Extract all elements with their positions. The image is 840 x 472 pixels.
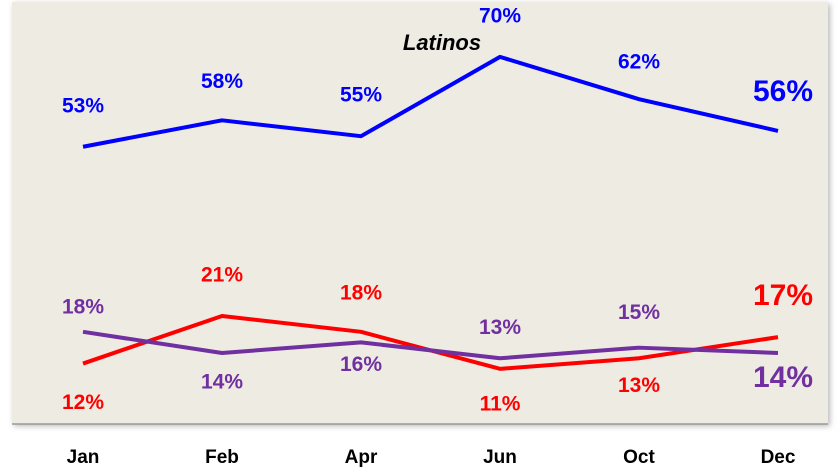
data-label: 18% — [62, 295, 104, 318]
x-tick-label: Apr — [345, 447, 378, 468]
data-label: 21% — [201, 264, 243, 287]
data-label: 18% — [340, 281, 382, 304]
data-label: 12% — [62, 391, 104, 414]
series-line — [82, 329, 779, 361]
series-annotation: Latinos — [403, 30, 481, 55]
plot-background — [12, 2, 828, 424]
x-tick-label: Feb — [205, 447, 239, 468]
x-tick-label: Jan — [67, 447, 100, 468]
data-label: 16% — [340, 353, 382, 376]
data-label: 55% — [340, 84, 382, 107]
data-label: 14% — [753, 361, 813, 394]
data-label: 13% — [479, 316, 521, 339]
x-tick-label: Oct — [623, 447, 655, 468]
data-label: 15% — [618, 301, 660, 324]
data-label: 17% — [753, 279, 813, 312]
data-label: 56% — [753, 75, 813, 108]
data-label: 11% — [480, 392, 521, 415]
data-label: 14% — [201, 371, 243, 394]
x-tick-label: Dec — [761, 447, 796, 468]
series-line — [82, 54, 779, 149]
data-label: 58% — [201, 70, 243, 93]
data-label: 53% — [62, 94, 104, 117]
data-label: 70% — [479, 4, 521, 27]
x-tick-label: Jun — [483, 447, 517, 468]
data-label: 62% — [618, 51, 660, 74]
data-label: 13% — [618, 374, 660, 397]
